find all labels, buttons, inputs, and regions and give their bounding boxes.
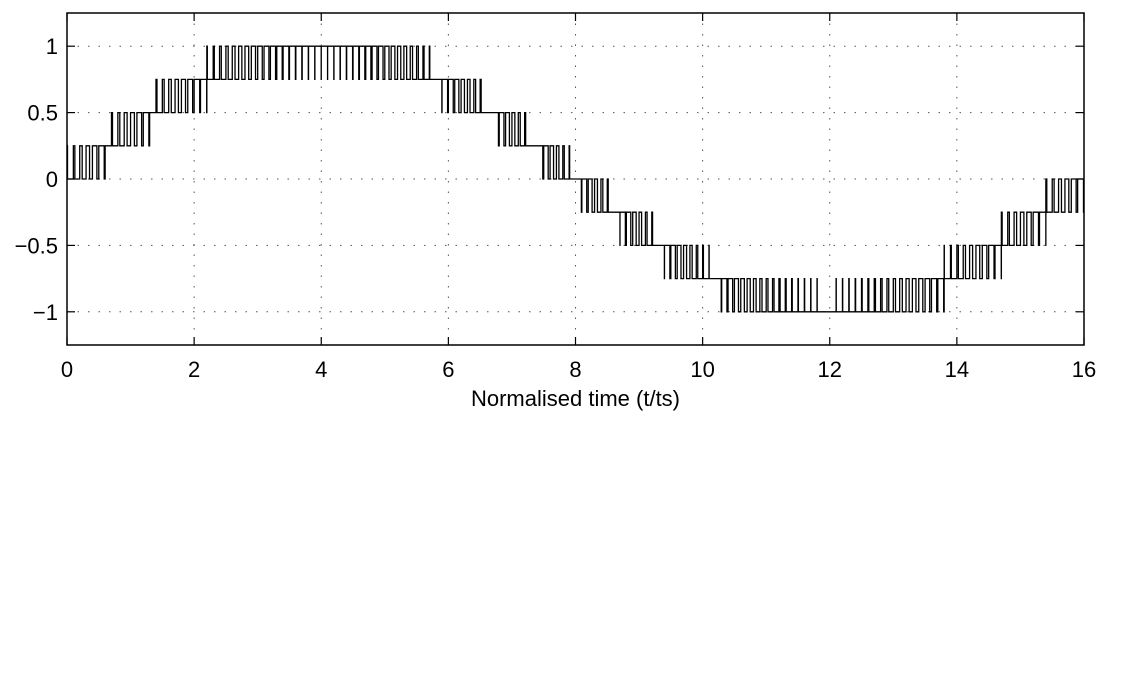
- x-tick-label: 0: [61, 357, 73, 382]
- y-tick-label: −0.5: [15, 233, 58, 258]
- x-tick-label: 6: [442, 357, 454, 382]
- x-tick-label: 2: [188, 357, 200, 382]
- x-axis: 0 2 4 6 8 10 12 14 16: [61, 13, 1096, 382]
- y-tick-label: 0: [46, 167, 58, 192]
- y-tick-label: 1: [46, 34, 58, 59]
- x-tick-label: 14: [945, 357, 969, 382]
- x-tick-label: 12: [818, 357, 842, 382]
- y-tick-label: 0.5: [27, 101, 58, 126]
- x-tick-label: 4: [315, 357, 327, 382]
- x-axis-title: Normalised time (t/ts): [471, 386, 680, 411]
- pwm-signal-line: [66, 45, 1085, 313]
- x-tick-label: 10: [690, 357, 714, 382]
- grid-lines: [67, 13, 1084, 345]
- signal-trace: [66, 45, 1085, 313]
- y-axis: 1 0.5 0 −0.5 −1: [15, 34, 1084, 325]
- x-tick-label: 16: [1072, 357, 1096, 382]
- x-tick-label: 8: [569, 357, 581, 382]
- y-tick-label: −1: [33, 300, 58, 325]
